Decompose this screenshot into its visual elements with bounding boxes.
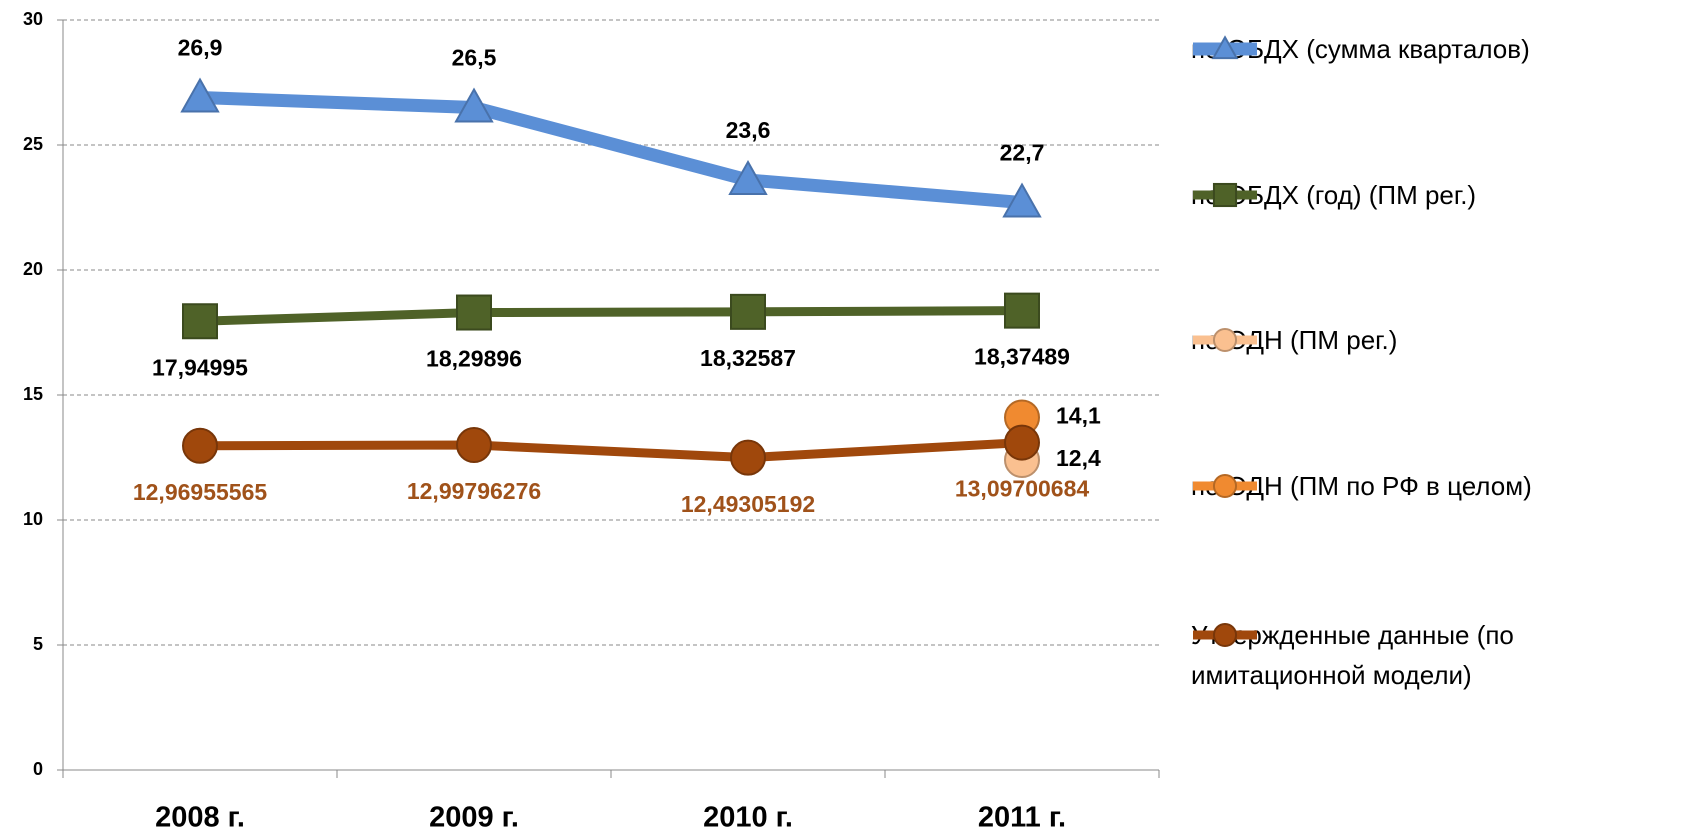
marker-triangle [454,87,494,123]
series-line [199,438,1023,463]
legend-key [1193,35,1257,60]
legend-item: по ОДН (ПМ рег.) [1191,320,1691,360]
marker-circle [456,427,492,464]
y-tick-label: 5 [33,634,43,654]
y-tick-label: 15 [23,384,43,404]
legend-item: по ОБДХ (год) (ПМ рег.) [1191,175,1691,215]
marker-square [730,293,766,330]
marker-square [182,303,218,340]
data-label: 18,37489 [974,344,1070,370]
marker-square [1212,182,1238,208]
data-label: 12,4 [1056,445,1101,471]
y-tick-label: 30 [23,9,43,29]
legend-item: Утвержденные данные (по имитационной мод… [1191,615,1691,695]
data-label: 14,1 [1056,403,1101,429]
data-label: 18,29896 [426,346,522,372]
marker-triangle [1002,182,1042,218]
data-label: 22,7 [1000,140,1045,166]
data-label: 12,49305192 [681,491,815,517]
data-label: 17,94995 [152,354,248,380]
data-label: 23,6 [726,117,771,143]
x-tick-label: 2008 г. [155,802,245,834]
marker-circle [730,439,766,476]
marker-triangle [728,159,768,195]
marker-triangle [180,77,220,113]
marker-circle [1212,327,1238,353]
marker-circle [1004,424,1040,461]
data-label: 12,99796276 [407,478,541,504]
marker-circle [1212,473,1238,499]
y-tick-label: 20 [23,259,43,279]
legend-key [1193,473,1257,499]
marker-square [1004,292,1040,329]
marker-triangle [1211,35,1239,60]
marker-circle [1212,622,1238,648]
data-label: 26,9 [178,35,223,61]
data-label: 13,09700684 [955,476,1090,502]
x-tick-label: 2011 г. [978,802,1066,834]
legend-item: по ОБДХ (сумма кварталов) [1191,29,1691,69]
series-line [199,306,1023,326]
data-label: 18,32587 [700,345,796,371]
legend-key [1193,327,1257,353]
marker-circle [182,427,218,464]
y-tick-label: 0 [33,759,43,779]
x-tick-label: 2009 г. [429,802,519,834]
legend-item: по ОДН (ПМ по РФ в целом) [1191,466,1691,506]
y-tick-label: 10 [23,509,43,529]
y-tick-label: 25 [23,134,43,154]
legend-key [1193,622,1257,648]
marker-square [456,294,492,331]
series-line [199,91,1023,209]
legend-key [1193,182,1257,208]
data-label: 12,96955565 [133,479,268,505]
data-label: 26,5 [452,45,497,71]
x-tick-label: 2010 г. [703,802,793,834]
